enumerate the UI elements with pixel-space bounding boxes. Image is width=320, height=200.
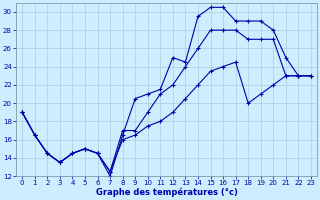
X-axis label: Graphe des températures (°c): Graphe des températures (°c) bbox=[96, 188, 237, 197]
